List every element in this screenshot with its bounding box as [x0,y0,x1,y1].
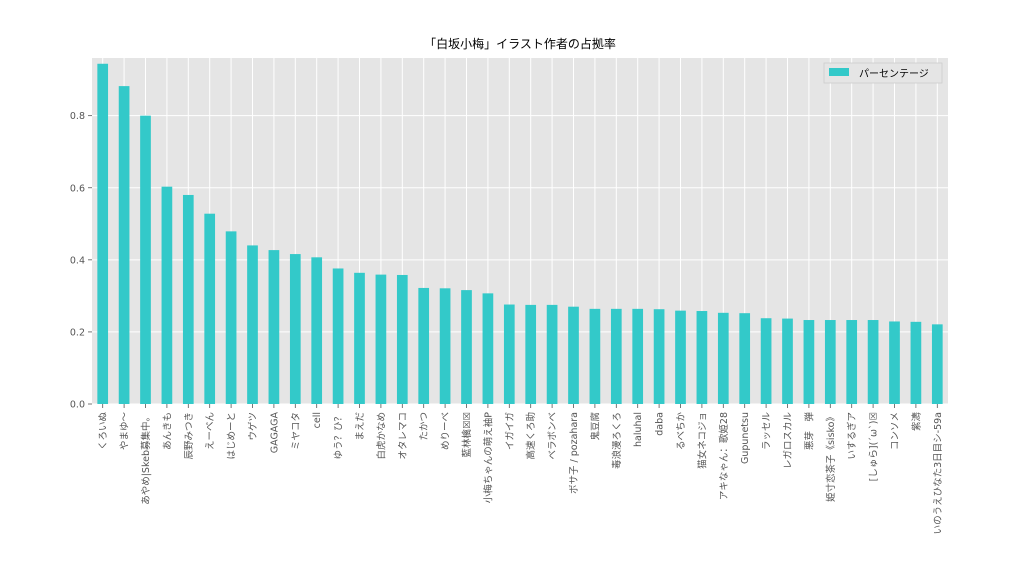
bar [867,320,879,404]
bar [610,308,622,404]
y-tick-label: 0.6 [70,183,85,194]
x-tick-label: コンソメ [890,412,901,450]
x-tick-label: くろいぬ [98,412,109,451]
x-tick-label: オタレマコ [398,412,409,460]
bar [824,320,836,404]
x-tick-label: ミヤコタ [291,412,302,450]
bar [717,312,729,404]
x-tick-label: アキなゃん：歌姫28 [718,412,730,500]
x-tick-label: たかつ [419,412,430,441]
bar [118,86,130,405]
x-tick-label: やまゆ〜 [120,412,131,451]
legend-swatch [829,68,849,76]
x-tick-label: 猫女ネコジョ [696,412,708,469]
x-tick-label: 辰野みつき [184,412,195,460]
x-tick-label: るべちか [676,412,687,451]
x-tick-label: 悪芽 弾 [803,412,815,451]
bar [182,194,194,404]
x-axis-ticks: くろいぬ やまゆ〜 あやめ|Skeb募集中。 あんきも 辰野みつき えーべん はじめーと ウゲ… [98,404,944,534]
chart-title: 「白坂小梅」イラスト作者の占拠率 [424,36,616,51]
plot-area [92,58,948,404]
x-tick-label: [しゅら](´ω`)☒ [869,412,880,481]
bar [931,324,943,404]
x-tick-label: cell [312,412,323,428]
bar [418,287,430,404]
y-tick-label: 0.8 [70,111,85,122]
bar [503,304,515,404]
x-tick-label: ウゲツ [247,412,259,441]
bar [97,63,109,405]
bar [889,321,900,404]
x-tick-label: ベラボンベ [548,412,559,460]
x-tick-label: えーべん [205,412,216,450]
x-tick-label: 紫濤 [910,412,922,432]
x-tick-label: あんきも [162,412,173,450]
x-tick-label: daba [655,412,666,436]
bar [546,304,558,404]
x-tick-label: はじめーと [227,412,238,460]
legend: パーセンテージ [823,62,943,84]
bar [568,306,579,404]
bar [803,320,815,404]
bar [482,293,494,404]
bar [332,268,344,404]
legend-label: パーセンテージ [859,68,929,80]
bar [846,320,858,404]
x-tick-label: めりーべ [441,412,452,450]
bar [760,318,772,404]
bar [268,250,280,404]
x-tick-label: イガイガ [505,412,516,450]
bar [140,115,151,405]
x-tick-label: いのうえひなた3日目シ-59a [933,412,944,534]
bar [311,257,323,404]
bar [782,318,793,404]
x-tick-label: GAGAGA [269,412,280,454]
x-tick-label: あやめ|Skeb募集中。 [140,412,152,505]
bar [696,311,708,404]
x-tick-label: ゆう？ひ？ [334,412,345,460]
x-tick-label: 小梅ちゃんの萌え袖P [482,412,494,504]
legend-box [823,62,943,84]
bar [289,254,301,404]
x-tick-label: 藍林檎☒☒ [461,412,473,458]
bar-series [97,63,943,405]
x-tick-label: 鬼豆腐 [589,412,601,441]
bar [225,231,237,404]
bar [396,274,408,404]
y-tick-label: 0.0 [70,400,85,411]
bar [204,213,216,404]
bar [354,272,365,404]
x-tick-label: いするぎア [846,412,858,460]
x-tick-label: 毒浪漫ろくろ [611,412,623,469]
x-tick-label: 姫寸恋茶子《sisko》 [825,412,837,502]
bar [161,186,173,404]
x-tick-label: 高速くろ助 [525,412,537,460]
x-tick-label: レガロスカル [783,412,794,470]
bar [439,288,451,404]
x-tick-label: まえだ [355,412,366,441]
bar [375,274,387,404]
bar [675,310,686,404]
bar [632,308,644,404]
x-tick-label: ラッセル [762,412,773,451]
bar [739,313,751,404]
y-tick-label: 0.2 [70,327,85,338]
bar [247,245,258,404]
x-tick-label: 白虎かなめ [375,412,387,460]
y-tick-label: 0.4 [70,255,85,266]
bar [653,309,665,404]
x-tick-label: ボサ子 / pozahara [569,412,580,494]
bar [910,321,922,404]
x-tick-label: haluhal [633,412,644,447]
bar [589,308,601,404]
y-axis-ticks: 0.0 0.2 0.4 0.6 0.8 [70,111,92,411]
x-tick-label: Gupunetsu [740,412,751,464]
bar [525,304,537,404]
bar [461,290,472,404]
